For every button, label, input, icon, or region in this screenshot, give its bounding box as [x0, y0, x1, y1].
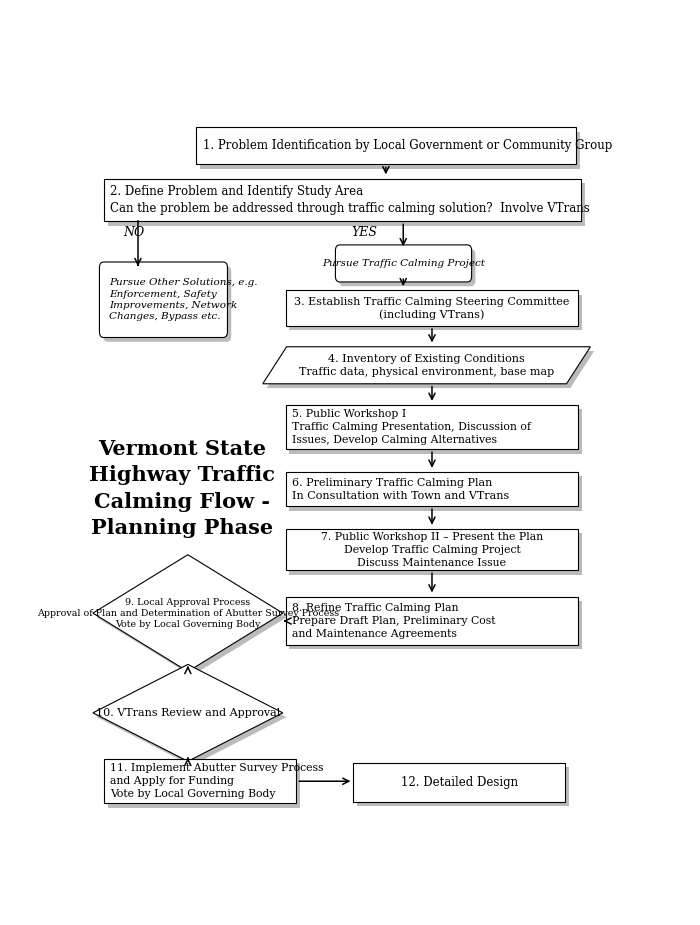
FancyBboxPatch shape — [289, 476, 582, 511]
Polygon shape — [97, 669, 286, 766]
Text: Pursue Traffic Calming Project: Pursue Traffic Calming Project — [322, 259, 485, 268]
FancyBboxPatch shape — [289, 410, 582, 453]
FancyBboxPatch shape — [286, 290, 578, 327]
FancyBboxPatch shape — [335, 245, 472, 282]
Text: 6. Preliminary Traffic Calming Plan
In Consultation with Town and VTrans: 6. Preliminary Traffic Calming Plan In C… — [292, 478, 510, 500]
Text: 2. Define Problem and Identify Study Area
Can the problem be addressed through t: 2. Define Problem and Identify Study Are… — [111, 185, 590, 215]
FancyBboxPatch shape — [104, 179, 581, 221]
Text: 8. Refine Traffic Calming Plan
Prepare Draft Plan, Preliminary Cost
and Maintena: 8. Refine Traffic Calming Plan Prepare D… — [292, 603, 496, 639]
FancyBboxPatch shape — [286, 472, 578, 506]
FancyBboxPatch shape — [289, 295, 582, 330]
FancyBboxPatch shape — [99, 262, 228, 338]
Text: 4. Inventory of Existing Conditions
Traffic data, physical environment, base map: 4. Inventory of Existing Conditions Traf… — [299, 354, 554, 376]
FancyBboxPatch shape — [286, 529, 578, 571]
Text: 1. Problem Identification by Local Government or Community Group: 1. Problem Identification by Local Gover… — [202, 140, 612, 153]
Text: 12. Detailed Design: 12. Detailed Design — [400, 776, 518, 789]
Text: NO: NO — [123, 226, 144, 239]
Polygon shape — [97, 559, 286, 676]
Polygon shape — [93, 555, 283, 672]
FancyBboxPatch shape — [108, 183, 585, 226]
Text: 5. Public Workshop I
Traffic Calming Presentation, Discussion of
Issues, Develop: 5. Public Workshop I Traffic Calming Pre… — [292, 410, 531, 445]
FancyBboxPatch shape — [104, 759, 296, 803]
FancyBboxPatch shape — [289, 601, 582, 649]
FancyBboxPatch shape — [286, 597, 578, 646]
Polygon shape — [93, 664, 283, 761]
Polygon shape — [267, 351, 594, 388]
FancyBboxPatch shape — [103, 266, 231, 341]
Text: 11. Implement Abutter Survey Process
and Apply for Funding
Vote by Local Governi: 11. Implement Abutter Survey Process and… — [111, 763, 324, 799]
FancyBboxPatch shape — [199, 131, 580, 168]
Text: 9. Local Approval Process
Approval of Plan and Determination of Abutter Survey P: 9. Local Approval Process Approval of Pl… — [37, 598, 339, 629]
Text: YES: YES — [351, 226, 377, 239]
Text: 7. Public Workshop II – Present the Plan
Develop Traffic Calming Project
Discuss: 7. Public Workshop II – Present the Plan… — [321, 532, 543, 568]
FancyBboxPatch shape — [286, 405, 578, 450]
FancyBboxPatch shape — [196, 128, 575, 165]
FancyBboxPatch shape — [289, 534, 582, 574]
FancyBboxPatch shape — [354, 763, 565, 802]
Text: 3. Establish Traffic Calming Steering Committee
(including VTrans): 3. Establish Traffic Calming Steering Co… — [294, 297, 570, 320]
FancyBboxPatch shape — [340, 249, 475, 286]
Text: Pursue Other Solutions, e.g.
Enforcement, Safety
Improvements, Network
Changes, : Pursue Other Solutions, e.g. Enforcement… — [109, 278, 258, 321]
Text: Vermont State
Highway Traffic
Calming Flow -
Planning Phase: Vermont State Highway Traffic Calming Fl… — [90, 438, 275, 538]
FancyBboxPatch shape — [357, 767, 568, 807]
Text: 10. VTrans Review and Approval: 10. VTrans Review and Approval — [96, 708, 280, 718]
Polygon shape — [262, 347, 590, 384]
FancyBboxPatch shape — [108, 763, 300, 808]
